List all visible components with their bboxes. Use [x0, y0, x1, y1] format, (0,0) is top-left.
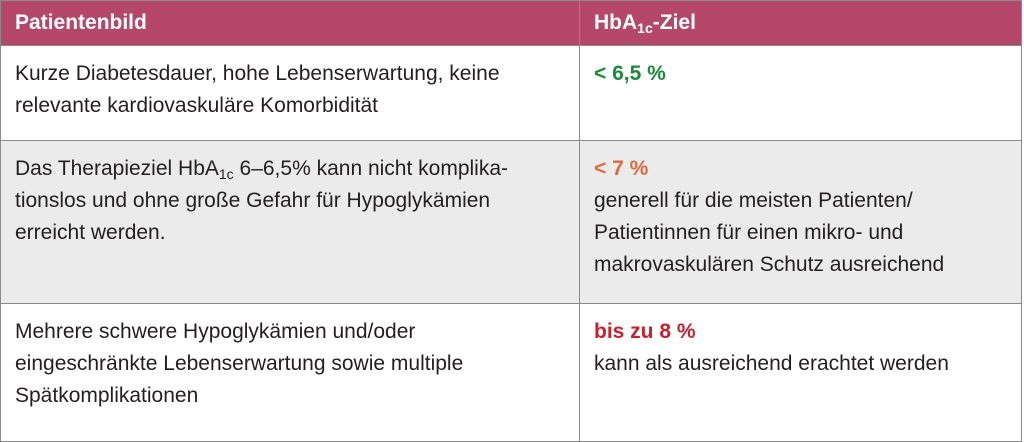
header-patientenbild: Patientenbild [0, 0, 580, 46]
patient-description: Kurze Diabetesdauer, hohe Lebenserwartun… [0, 45, 580, 141]
hba1c-target: bis zu 8 % kann als ausreichend erachtet… [579, 303, 1022, 442]
table-row: Das Therapieziel HbA1c 6–6,5% kann nicht… [0, 140, 1022, 304]
target-value: < 6,5 % [594, 62, 666, 85]
patient-description: Das Therapieziel HbA1c 6–6,5% kann nicht… [0, 140, 580, 304]
target-value: bis zu 8 % [594, 320, 696, 343]
table-row: Kurze Diabetesdauer, hohe Lebenserwartun… [0, 45, 1022, 141]
patient-description: Mehrere schwere Hypoglykämien und/oder e… [0, 303, 580, 442]
header-row: Patientenbild HbA1c-Ziel [0, 0, 1022, 46]
header-hba1c-ziel: HbA1c-Ziel [579, 0, 1022, 46]
hba1c-target: < 7 % generell für die meisten Patienten… [579, 140, 1022, 304]
target-value: < 7 % [594, 157, 649, 180]
hba1c-target: < 6,5 % [579, 45, 1022, 141]
table-row: Mehrere schwere Hypoglykämien und/oder e… [0, 303, 1022, 442]
